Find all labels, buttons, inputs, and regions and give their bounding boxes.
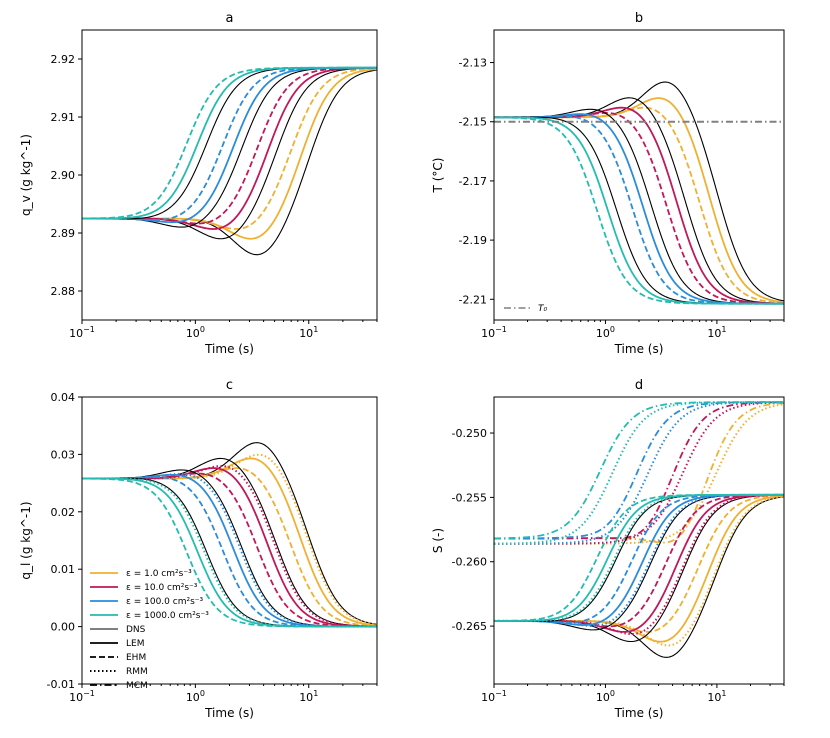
x-tick-label: 100 [186, 689, 205, 704]
y-tick-label: -0.01 [47, 678, 75, 691]
series-line-dns [82, 69, 377, 256]
plot-area [494, 81, 784, 305]
y-tick-label: -2.17 [459, 175, 487, 188]
y-axis-label: q_l (g kg^-1) [19, 501, 33, 579]
series-line-dashed [82, 66, 377, 225]
x-axis-label: Time (s) [614, 342, 664, 356]
y-tick-label: 0.01 [51, 563, 76, 576]
series-line-solid [494, 493, 784, 622]
series-line-solid [494, 116, 784, 305]
x-tick-label: 10−1 [481, 689, 507, 704]
y-tick-label: 2.88 [51, 285, 76, 298]
panel-title: b [635, 11, 643, 26]
y-tick-label: -0.255 [452, 491, 487, 504]
series-line-mcm [494, 401, 784, 540]
series-line-dns [82, 67, 377, 240]
series-line-dns [494, 494, 784, 622]
series-line-dotted [82, 477, 377, 628]
y-tick-label: 0.00 [51, 621, 76, 634]
y-tick-label: -0.250 [452, 427, 487, 440]
x-tick-label: 10−1 [69, 689, 95, 704]
x-tick-label: 10−1 [69, 325, 95, 340]
series-line-dns [494, 116, 784, 305]
y-tick-label: -2.15 [459, 116, 487, 129]
series-line-dns [494, 97, 784, 304]
x-tick-label: 101 [707, 689, 726, 704]
series-line-dns [82, 67, 377, 228]
x-axis-label: Time (s) [204, 342, 254, 356]
y-tick-label: -2.13 [459, 57, 487, 70]
y-axis-label: T (°C) [431, 158, 445, 194]
plot-area [82, 442, 377, 628]
panel-title: a [226, 11, 234, 26]
series-line-solid [494, 97, 784, 304]
x-tick-label: 101 [707, 325, 726, 340]
series-line-dashed [82, 66, 377, 221]
y-axis-label: S (-) [431, 528, 445, 553]
y-tick-label: 0.03 [51, 448, 76, 461]
legend-label: RMM [126, 667, 148, 677]
series-line-dashed [494, 115, 784, 305]
series-line-dashed [494, 116, 784, 305]
panel-title: c [226, 378, 233, 393]
legend-label: LEM [126, 639, 144, 649]
panel-d: -0.250 -0.255 -0.260 -0.265 10−1 100 101 d Time … [431, 378, 785, 720]
panel-b: T₀ -2.13 -2.15 -2.17 -2.19 -2.21 10−1 100 101 b Ti… [431, 11, 785, 356]
plot-frame [493, 396, 785, 685]
series-line-rmm-alt [494, 401, 784, 545]
series-line-solid [494, 493, 784, 626]
series-line-dashed [82, 477, 377, 628]
plot-frame [493, 29, 785, 321]
y-axis-label: q_v (g kg^-1) [19, 134, 33, 216]
series-line-dotted [494, 493, 784, 622]
series-line-rmm-alt [494, 401, 784, 545]
plot-frame [81, 29, 378, 321]
legend-label: ε = 10.0 cm²s⁻³ [126, 583, 198, 593]
y-tick-label: 2.90 [51, 169, 76, 182]
y-tick-label: 2.92 [51, 53, 76, 66]
series-line-dashed [494, 112, 784, 305]
y-tick-label: 2.89 [51, 227, 76, 240]
x-tick-label: 100 [596, 325, 615, 340]
y-tick-label: 0.02 [51, 506, 76, 519]
legend-label: ε = 100.0 cm²s⁻³ [126, 597, 204, 607]
x-axis-label: Time (s) [204, 706, 254, 720]
legend-label: MCM [126, 681, 148, 691]
y-tick-label: -2.19 [459, 234, 487, 247]
series-line-solid [82, 66, 377, 224]
series-line-dashed [494, 493, 784, 622]
x-tick-label: 10−1 [481, 325, 507, 340]
y-tick-label: -0.260 [452, 556, 487, 569]
y-tick-label: -2.21 [459, 293, 487, 306]
panel-c: -0.01 0.00 0.01 0.02 0.03 0.04 10−1 100 101 c Time… [19, 378, 378, 720]
series-line-solid [82, 68, 377, 240]
series-line-dashed [82, 66, 377, 220]
x-tick-label: 101 [299, 325, 318, 340]
legend-label: ε = 1000.0 cm²s⁻³ [126, 611, 209, 621]
plot-area [82, 66, 377, 256]
y-tick-label: -0.265 [452, 620, 487, 633]
series-line-dns [82, 67, 377, 220]
series-line-dashed [494, 493, 784, 624]
y-tick-label: 0.04 [51, 391, 76, 404]
legend-label: EHM [126, 653, 146, 663]
t0-legend-label: T₀ [538, 304, 547, 314]
x-tick-label: 101 [299, 689, 318, 704]
x-tick-label: 100 [596, 689, 615, 704]
panel-a: 2.88 2.89 2.90 2.91 2.92 10−1 100 101 a Time (s) q… [19, 11, 378, 356]
y-tick-label: 2.91 [51, 111, 76, 124]
legend: ε = 1.0 cm²s⁻³ ε = 10.0 cm²s⁻³ ε = 100.0 c… [90, 569, 209, 691]
panel-title: d [635, 378, 643, 393]
legend-label: DNS [126, 625, 146, 635]
plot-area [494, 401, 784, 658]
x-axis-label: Time (s) [614, 706, 664, 720]
series-line-solid [494, 113, 784, 305]
series-line-solid [82, 66, 377, 220]
series-line-dashed [494, 106, 784, 304]
x-tick-label: 100 [186, 325, 205, 340]
series-line-solid [494, 106, 784, 305]
legend-label: ε = 1.0 cm²s⁻³ [126, 569, 192, 579]
series-line-dns [494, 108, 784, 305]
